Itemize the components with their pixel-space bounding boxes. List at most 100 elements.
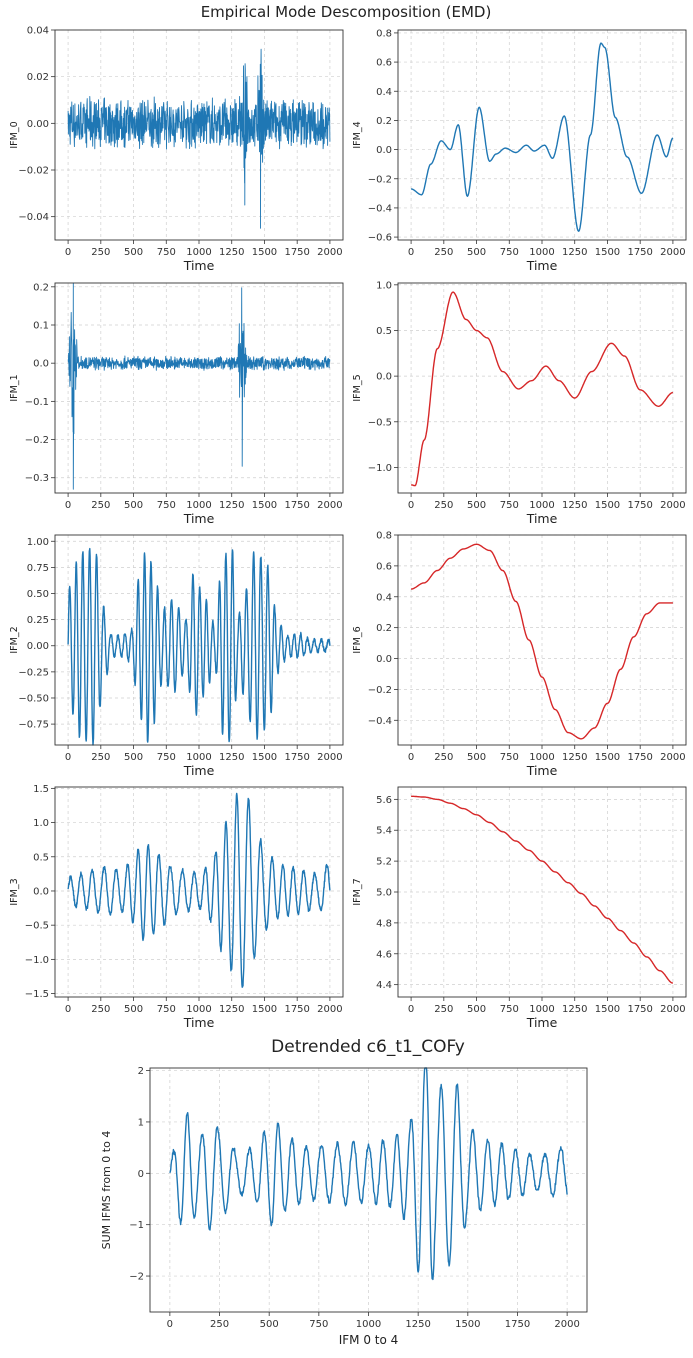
x-tick-label: 250 bbox=[434, 500, 453, 511]
x-tick-label: 1500 bbox=[595, 500, 620, 511]
x-tick-label: 750 bbox=[500, 1004, 519, 1015]
y-tick-label: 0.25 bbox=[27, 615, 49, 626]
x-tick-label: 250 bbox=[434, 1004, 453, 1015]
chart-panel-ifm-2: 0 250 500 750 1000 1250 1500 1750 2000 −0.75 −0.50… bbox=[9, 534, 344, 778]
x-tick-label: 1500 bbox=[252, 500, 277, 511]
series-line bbox=[67, 792, 331, 988]
y-tick-label: 0.5 bbox=[33, 852, 49, 863]
series-line bbox=[411, 543, 673, 740]
y-tick-label: 0.6 bbox=[376, 58, 392, 69]
x-tick-label: 1250 bbox=[562, 1004, 587, 1015]
y-tick-label: 5.4 bbox=[376, 826, 392, 837]
x-tick-label: 1750 bbox=[284, 500, 309, 511]
y-tick-label: 1.0 bbox=[376, 280, 392, 291]
x-tick-label: 2000 bbox=[317, 500, 342, 511]
x-tick-label: 500 bbox=[467, 247, 486, 258]
x-tick-label: 1750 bbox=[505, 1319, 530, 1330]
series-line bbox=[411, 42, 674, 232]
x-tick-label: 1000 bbox=[186, 752, 211, 763]
x-tick-label: 2000 bbox=[317, 1004, 342, 1015]
x-tick-label: 500 bbox=[124, 752, 143, 763]
y-tick-label: 0.50 bbox=[27, 589, 49, 600]
y-tick-label: 0.6 bbox=[376, 561, 392, 572]
x-tick-label: 250 bbox=[91, 1004, 110, 1015]
x-tick-label: 1250 bbox=[219, 752, 244, 763]
x-tick-label: 1500 bbox=[595, 247, 620, 258]
y-tick-label: −0.6 bbox=[368, 233, 392, 244]
y-tick-label: 0.2 bbox=[33, 282, 49, 293]
x-tick-label: 750 bbox=[157, 752, 176, 763]
series-line bbox=[411, 795, 674, 984]
x-axis-label: Time bbox=[526, 1015, 558, 1030]
x-tick-label: 2000 bbox=[317, 752, 342, 763]
series-line bbox=[410, 291, 673, 487]
y-tick-label: −0.1 bbox=[25, 397, 49, 408]
x-tick-label: 500 bbox=[124, 500, 143, 511]
x-tick-label: 0 bbox=[65, 1004, 71, 1015]
x-tick-label: 750 bbox=[500, 247, 519, 258]
x-tick-label: 1750 bbox=[627, 1004, 652, 1015]
x-tick-label: 500 bbox=[467, 752, 486, 763]
x-tick-label: 0 bbox=[65, 500, 71, 511]
series-line bbox=[67, 48, 331, 229]
x-tick-label: 1250 bbox=[219, 247, 244, 258]
x-tick-label: 1250 bbox=[405, 1319, 430, 1330]
y-tick-label: 5.0 bbox=[376, 888, 392, 899]
y-tick-label: 0.8 bbox=[376, 28, 392, 39]
y-tick-label: 0.1 bbox=[33, 321, 49, 332]
y-tick-label: −1.0 bbox=[25, 955, 49, 966]
y-tick-label: 2 bbox=[138, 1066, 144, 1077]
y-tick-label: −0.02 bbox=[18, 166, 49, 177]
x-tick-label: 2000 bbox=[554, 1319, 579, 1330]
x-tick-label: 1000 bbox=[356, 1319, 381, 1330]
x-tick-label: 1500 bbox=[252, 1004, 277, 1015]
x-tick-label: 1500 bbox=[252, 247, 277, 258]
x-tick-label: 750 bbox=[157, 1004, 176, 1015]
y-axis-label: IFM_5 bbox=[352, 374, 363, 401]
y-tick-label: 0.0 bbox=[33, 359, 49, 370]
x-axis-label: IFM 0 to 4 bbox=[339, 1333, 399, 1347]
y-tick-label: −0.2 bbox=[368, 685, 392, 696]
x-axis-label: Time bbox=[526, 511, 558, 526]
x-tick-label: 1000 bbox=[186, 247, 211, 258]
y-tick-label: 1.0 bbox=[33, 818, 49, 829]
x-tick-label: 1750 bbox=[627, 752, 652, 763]
y-tick-label: 0.4 bbox=[376, 87, 392, 98]
x-tick-label: 0 bbox=[408, 1004, 414, 1015]
x-tick-label: 750 bbox=[157, 500, 176, 511]
x-tick-label: 2000 bbox=[660, 1004, 685, 1015]
y-tick-label: 1.00 bbox=[27, 537, 49, 548]
x-tick-label: 1000 bbox=[529, 752, 554, 763]
x-tick-label: 1000 bbox=[186, 1004, 211, 1015]
x-tick-label: 250 bbox=[91, 247, 110, 258]
y-tick-label: 0.04 bbox=[27, 26, 49, 37]
y-tick-label: 4.8 bbox=[376, 918, 392, 929]
chart-panel-ifm-3: 0 250 500 750 1000 1250 1500 1750 2000 −1.5 −1.0 −0… bbox=[9, 784, 344, 1030]
x-axis-label: Time bbox=[183, 763, 215, 778]
x-tick-label: 500 bbox=[124, 1004, 143, 1015]
x-tick-label: 500 bbox=[124, 247, 143, 258]
y-tick-label: 0.02 bbox=[27, 72, 49, 83]
y-tick-label: 0.4 bbox=[376, 592, 392, 603]
y-tick-label: −0.04 bbox=[18, 212, 49, 223]
x-tick-label: 750 bbox=[500, 500, 519, 511]
x-tick-label: 1750 bbox=[627, 247, 652, 258]
x-tick-label: 1750 bbox=[284, 247, 309, 258]
x-tick-label: 0 bbox=[65, 247, 71, 258]
x-tick-label: 250 bbox=[434, 752, 453, 763]
y-axis-label: IFM_2 bbox=[9, 626, 20, 653]
y-tick-label: 0.0 bbox=[376, 145, 392, 156]
y-tick-label: −0.25 bbox=[18, 667, 49, 678]
y-tick-label: 0.8 bbox=[376, 531, 392, 542]
y-tick-label: 0.75 bbox=[27, 563, 49, 574]
x-tick-label: 250 bbox=[434, 247, 453, 258]
y-axis-label: IFM_6 bbox=[352, 626, 363, 653]
x-tick-label: 0 bbox=[408, 247, 414, 258]
y-tick-label: 0.2 bbox=[376, 623, 392, 634]
y-tick-label: −0.5 bbox=[25, 921, 49, 932]
y-tick-label: 4.4 bbox=[376, 980, 392, 991]
x-tick-label: 1250 bbox=[219, 500, 244, 511]
x-tick-label: 750 bbox=[309, 1319, 328, 1330]
chart-panel-ifm-6: 0 250 500 750 1000 1250 1500 1750 2000 −0.4 −0.2 0.… bbox=[352, 531, 687, 778]
y-axis-label: IFM_3 bbox=[9, 878, 20, 905]
